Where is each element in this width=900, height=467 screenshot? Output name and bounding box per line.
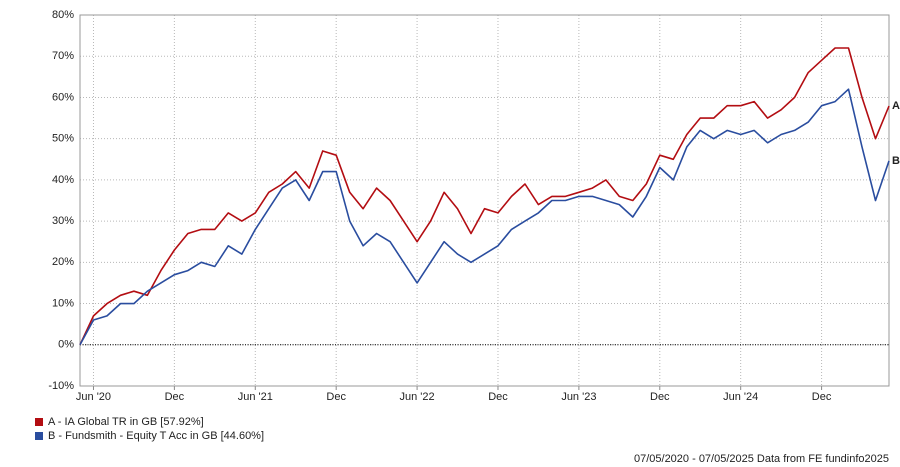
y-tick-label: 20%	[52, 256, 74, 268]
y-tick-label: 70%	[52, 50, 74, 62]
y-tick-label: 40%	[52, 174, 74, 186]
x-tick-label: Dec	[812, 391, 832, 403]
x-tick-label: Dec	[488, 391, 508, 403]
y-tick-label: 80%	[52, 9, 74, 21]
x-tick-label: Dec	[326, 391, 346, 403]
legend-swatch	[35, 418, 43, 426]
x-tick-label: Jun '21	[238, 391, 273, 403]
series-line	[79, 47, 890, 346]
end-label: A	[892, 100, 900, 112]
end-label: B	[892, 155, 900, 167]
series-line	[79, 88, 890, 346]
y-tick-label: -10%	[48, 380, 74, 392]
legend-label: B - Fundsmith - Equity T Acc in GB [44.6…	[48, 430, 264, 442]
y-tick-label: 0%	[58, 339, 74, 351]
y-tick-label: 50%	[52, 133, 74, 145]
legend-label: A - IA Global TR in GB [57.92%]	[48, 416, 204, 428]
x-tick-label: Jun '24	[723, 391, 758, 403]
plot-frame	[79, 14, 890, 387]
x-tick-label: Jun '20	[76, 391, 111, 403]
y-tick-label: 60%	[52, 91, 74, 103]
x-tick-label: Dec	[165, 391, 185, 403]
source-note: 07/05/2020 - 07/05/2025 Data from FE fun…	[634, 453, 889, 465]
x-tick-label: Jun '23	[561, 391, 596, 403]
x-tick-label: Jun '22	[400, 391, 435, 403]
x-tick-label: Dec	[650, 391, 670, 403]
y-tick-label: 10%	[52, 297, 74, 309]
y-tick-label: 30%	[52, 215, 74, 227]
legend-swatch	[35, 432, 43, 440]
